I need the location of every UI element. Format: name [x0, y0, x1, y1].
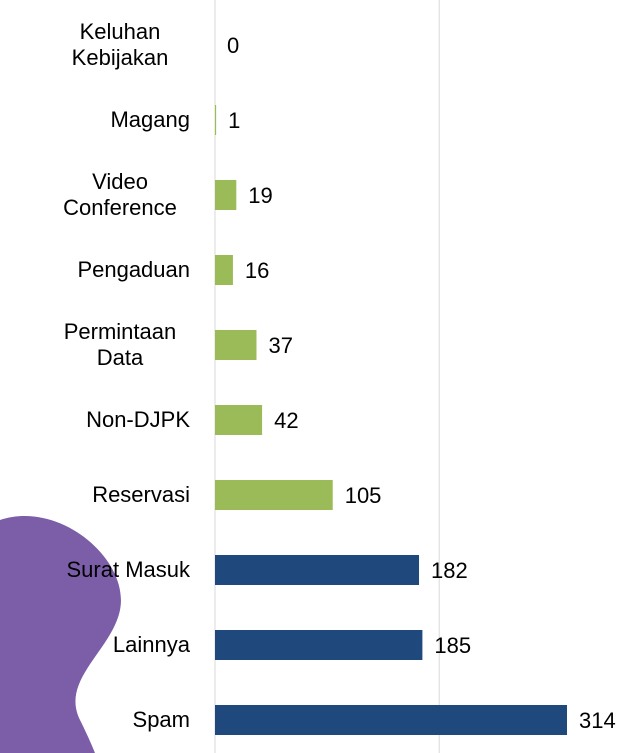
category-label-box: Pengaduan — [77, 235, 190, 305]
value-label: 314 — [579, 708, 616, 733]
value-label: 105 — [345, 483, 382, 508]
category-label-box: Non-DJPK — [86, 385, 190, 455]
category-label: Lainnya — [112, 632, 190, 657]
value-label: 19 — [248, 183, 272, 208]
category-label: Reservasi — [92, 482, 190, 507]
value-label: 37 — [268, 333, 292, 358]
category-label: Surat Masuk — [66, 557, 191, 582]
bar — [215, 405, 263, 435]
value-label: 16 — [245, 258, 269, 283]
category-label: Magang — [110, 107, 190, 132]
category-label: Video Conference — [63, 169, 177, 220]
category-label-box: Permintaan Data — [50, 310, 190, 380]
category-label-box: Surat Masuk — [67, 535, 191, 605]
category-label: Keluhan Kebijakan — [71, 19, 169, 70]
category-label: Permintaan Data — [63, 319, 177, 370]
category-label-box: Magang — [110, 85, 190, 155]
bar — [215, 180, 237, 210]
value-label: 182 — [431, 558, 468, 583]
bar — [215, 255, 233, 285]
value-label: 185 — [434, 633, 471, 658]
bar — [215, 555, 420, 585]
category-label-box: Lainnya — [113, 610, 190, 680]
value-label: 1 — [228, 108, 240, 133]
bar — [215, 330, 257, 360]
decor-shape — [0, 516, 121, 753]
category-label: Pengaduan — [77, 257, 190, 282]
bar — [215, 105, 217, 135]
category-label-box: Keluhan Kebijakan — [50, 10, 190, 80]
value-label: 42 — [274, 408, 298, 433]
category-label: Spam — [132, 707, 190, 732]
category-label-box: Spam — [133, 685, 190, 753]
category-label-box: Video Conference — [50, 160, 190, 230]
value-label: 0 — [227, 33, 239, 58]
bar — [215, 480, 333, 510]
category-label: Non-DJPK — [86, 407, 190, 432]
category-label-box: Reservasi — [92, 460, 190, 530]
bar — [215, 630, 423, 660]
bar — [215, 705, 568, 735]
